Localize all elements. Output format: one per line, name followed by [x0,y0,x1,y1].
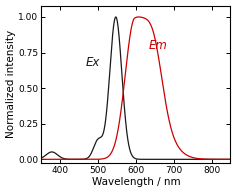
Y-axis label: Normalized intensity: Normalized intensity [6,30,16,138]
X-axis label: Wavelength / nm: Wavelength / nm [92,177,180,187]
Text: Em: Em [149,39,168,52]
Text: Ex: Ex [86,56,100,69]
